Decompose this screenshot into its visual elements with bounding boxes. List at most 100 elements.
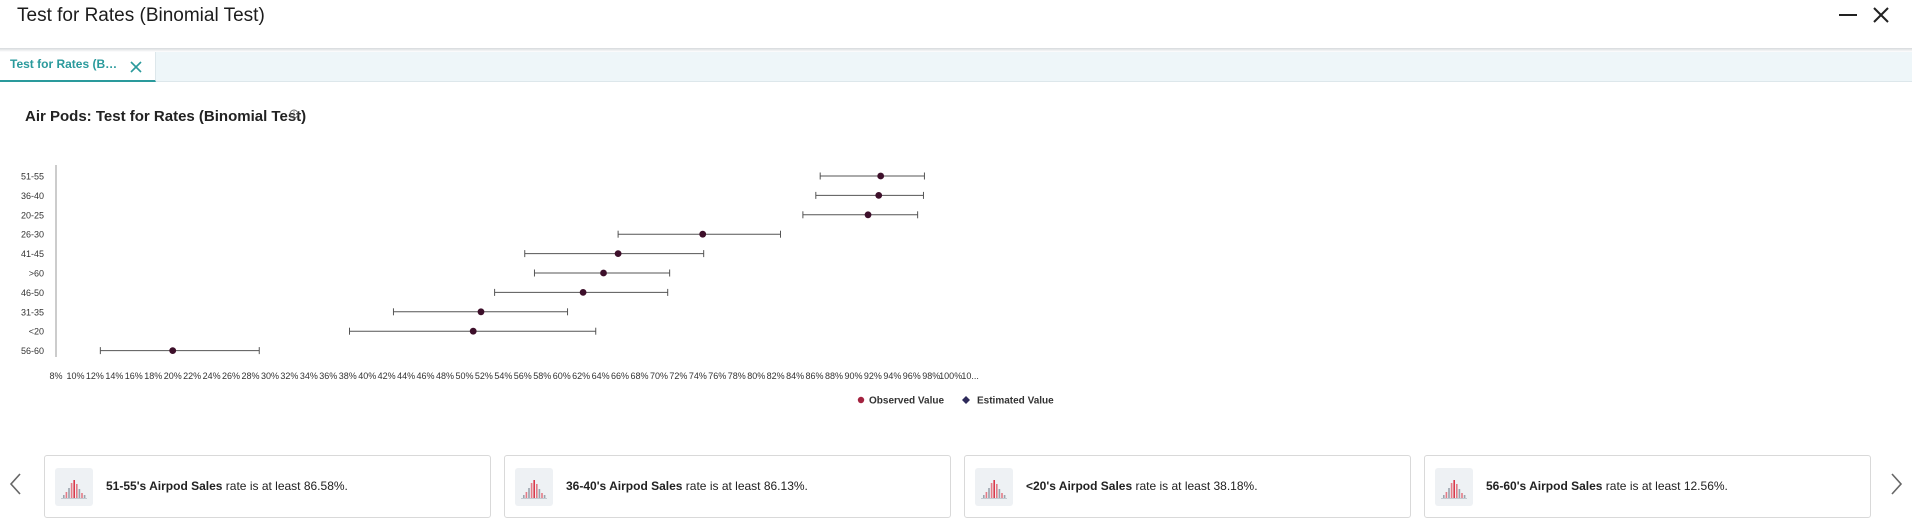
insight-card[interactable]: 36-40's Airpod Sales rate is at least 86…: [504, 455, 951, 518]
x-tick-label: 96%: [903, 371, 921, 381]
x-tick-label: 16%: [125, 371, 143, 381]
x-tick-label: 72%: [669, 371, 687, 381]
histogram-bar: [523, 495, 525, 498]
x-tick-label: 22%: [183, 371, 201, 381]
x-tick-label: 60%: [553, 371, 571, 381]
histogram-bar: [528, 488, 530, 498]
x-tick-label: 24%: [203, 371, 221, 381]
x-tick-label: 30%: [261, 371, 279, 381]
histogram-bar: [1448, 488, 1450, 498]
tab-close-button[interactable]: [128, 59, 144, 75]
x-tick-label: 56%: [514, 371, 532, 381]
previous-insight-button[interactable]: [6, 470, 26, 498]
x-tick-label: 28%: [241, 371, 259, 381]
close-icon: [1873, 7, 1889, 23]
chevron-right-icon: [1891, 473, 1903, 495]
histogram-bar: [525, 492, 528, 498]
x-tick-label: 88%: [825, 371, 843, 381]
histogram-bar: [73, 480, 75, 498]
insight-card[interactable]: <20's Airpod Sales rate is at least 38.1…: [964, 455, 1411, 518]
histogram-bar: [81, 493, 83, 498]
histogram-icon: [55, 468, 93, 506]
legend-estimated-label: Estimated Value: [977, 396, 1054, 407]
y-tick-label: 26-30: [21, 230, 44, 240]
observed-point: [864, 211, 872, 219]
x-tick-label: 92%: [864, 371, 882, 381]
histogram-bar: [70, 483, 73, 498]
histogram-bar: [76, 484, 78, 498]
x-tick-label: 80%: [747, 371, 765, 381]
observed-point: [877, 172, 885, 180]
observed-point: [169, 347, 177, 354]
legend-observed-label: Observed Value: [869, 396, 944, 407]
minimize-button[interactable]: [1833, 0, 1863, 30]
tab-test-for-rates[interactable]: Test for Rates (Binomial Test): [0, 52, 156, 82]
x-tick-label: 90%: [844, 371, 862, 381]
observed-point: [469, 327, 477, 335]
y-tick-label: 31-35: [21, 307, 44, 317]
insight-card[interactable]: 51-55's Airpod Sales rate is at least 86…: [44, 455, 491, 518]
histogram-bar: [65, 492, 68, 498]
legend-estimated-marker: [962, 396, 970, 404]
histogram-bar: [990, 483, 993, 498]
y-tick-label: 56-60: [21, 346, 44, 356]
next-insight-button[interactable]: [1886, 470, 1906, 498]
x-tick-label: 10...: [961, 371, 979, 381]
insight-group: <20's Airpod Sales: [1026, 479, 1133, 493]
histogram-bar: [83, 495, 86, 498]
y-tick-label: 41-45: [21, 249, 44, 259]
y-tick-label: >60: [29, 269, 44, 279]
y-tick-label: <20: [29, 327, 44, 337]
histogram-bar: [998, 489, 1001, 498]
histogram-bar: [530, 483, 533, 498]
x-tick-label: 82%: [767, 371, 785, 381]
x-tick-label: 66%: [611, 371, 629, 381]
histogram-bar: [1458, 489, 1461, 498]
histogram-bar: [68, 488, 70, 498]
header-shadow: [0, 48, 1912, 52]
insight-text: rate is at least 86.58%.: [222, 479, 348, 493]
x-tick-label: 54%: [494, 371, 512, 381]
observed-point: [699, 230, 707, 238]
x-tick-label: 98%: [922, 371, 940, 381]
y-tick-label: 20-25: [21, 210, 44, 220]
x-tick-label: 44%: [397, 371, 415, 381]
insight-card[interactable]: 56-60's Airpod Sales rate is at least 12…: [1424, 455, 1871, 518]
window-title: Test for Rates (Binomial Test): [17, 5, 265, 26]
observed-point: [875, 192, 883, 199]
x-tick-label: 68%: [630, 371, 648, 381]
x-tick-label: 40%: [358, 371, 376, 381]
histogram-bar: [983, 495, 985, 498]
y-tick-label: 46-50: [21, 288, 44, 298]
x-tick-label: 18%: [144, 371, 162, 381]
insight-group: 51-55's Airpod Sales: [106, 479, 223, 493]
histogram-bar: [1443, 495, 1445, 498]
y-tick-label: 51-55: [21, 172, 44, 182]
confidence-interval-chart: 51-55 36-40 20-25 26-30 41-45 >60 46-50 31-35 <2…: [21, 165, 1054, 407]
x-tick-label: 46%: [417, 371, 435, 381]
x-tick-label: 32%: [280, 371, 298, 381]
close-window-button[interactable]: [1866, 0, 1896, 30]
x-tick-label: 52%: [475, 371, 493, 381]
x-tick-label: 86%: [806, 371, 824, 381]
x-tick-label: 34%: [300, 371, 318, 381]
x-tick-label: 14%: [105, 371, 123, 381]
insight-text: rate is at least 38.18%.: [1132, 479, 1258, 493]
tab-strip: Test for Rates (Binomial Test): [0, 52, 1912, 82]
histogram-bar: [1453, 480, 1455, 498]
x-tick-label: 20%: [164, 371, 182, 381]
x-tick-label: 26%: [222, 371, 240, 381]
info-icon[interactable]: [289, 109, 299, 119]
histogram-bar: [538, 489, 541, 498]
insight-group: 36-40's Airpod Sales: [566, 479, 683, 493]
x-tick-label: 70%: [650, 371, 668, 381]
x-tick-label: 38%: [339, 371, 357, 381]
x-tick-label: 100%: [939, 371, 962, 381]
close-icon: [130, 61, 142, 73]
histogram-bar: [1450, 483, 1453, 498]
observed-point: [579, 289, 587, 296]
tab-label: Test for Rates (Binomial Test): [10, 57, 120, 71]
x-tick-label: 48%: [436, 371, 454, 381]
x-tick-label: 42%: [378, 371, 396, 381]
y-tick-label: 36-40: [21, 191, 44, 201]
